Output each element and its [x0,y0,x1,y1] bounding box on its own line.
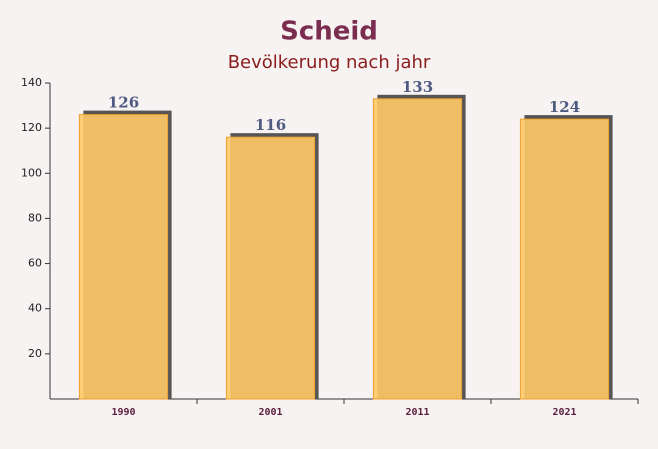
bar [78,114,169,400]
y-tick-label: 100 [21,166,42,179]
value-label: 133 [402,78,433,96]
x-tick-label: 2001 [258,407,282,418]
y-tick-label: 40 [28,302,42,315]
y-tick-label: 20 [28,347,42,360]
chart-title: Scheid [280,17,378,47]
x-tick-label: 1990 [111,407,135,418]
y-tick-label: 80 [28,211,42,224]
value-label: 126 [108,94,139,112]
x-tick-label: 2011 [405,407,429,418]
y-tick-label: 140 [21,76,42,89]
bar [225,136,316,400]
y-tick-label: 120 [21,121,42,134]
y-tick-label: 60 [28,257,42,270]
value-label: 116 [255,116,286,134]
bar [519,118,610,400]
bar [372,98,463,400]
x-tick-label: 2021 [552,407,576,418]
chart-subtitle: Bevölkerung nach jahr [228,52,431,73]
value-label: 124 [549,98,580,116]
